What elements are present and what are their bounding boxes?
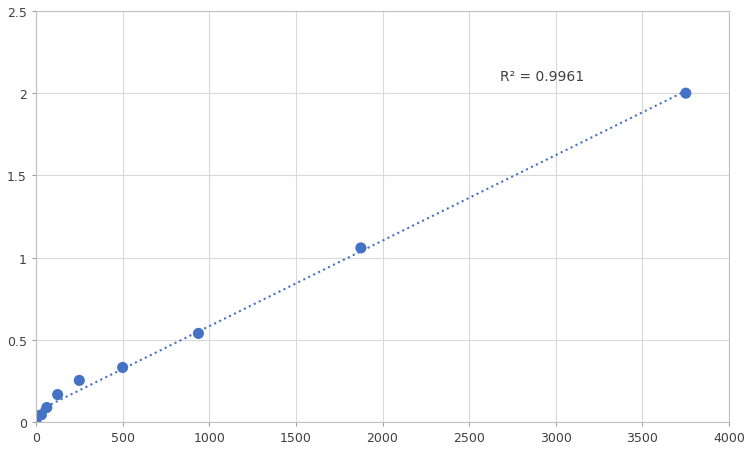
Point: [35, 411, 47, 419]
Point: [41, 404, 53, 411]
Point: [193, 330, 205, 337]
Text: R² = 0.9961: R² = 0.9961: [500, 70, 584, 84]
Point: [355, 245, 367, 252]
Point: [73, 377, 85, 384]
Point: [117, 364, 129, 371]
Point: [52, 391, 64, 398]
Point: [680, 90, 692, 97]
Point: [30, 419, 42, 426]
